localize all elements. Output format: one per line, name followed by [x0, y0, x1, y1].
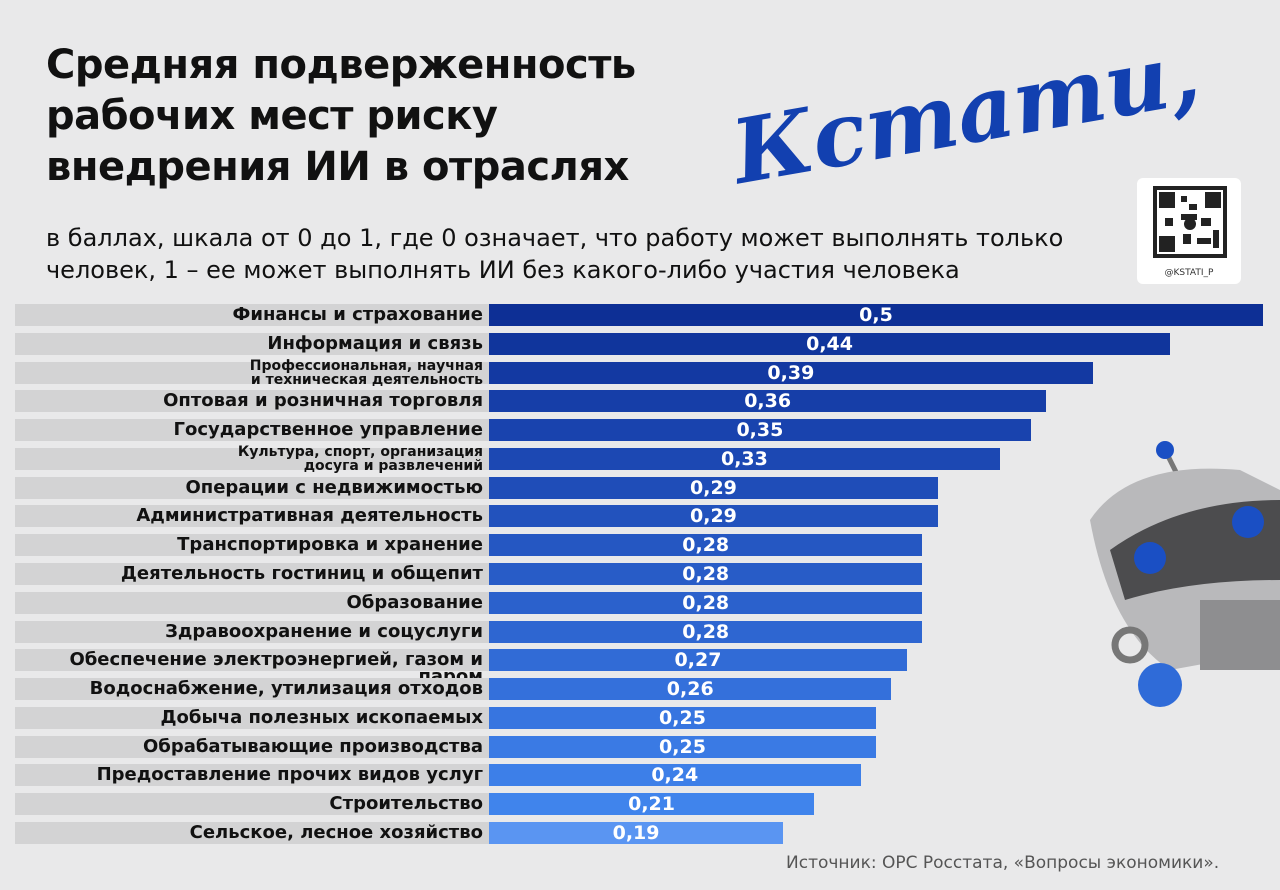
label-stripe	[15, 304, 489, 326]
category-label: Обеспечение электроэнергией, газом и пар…	[69, 649, 483, 688]
value-label: 0,26	[666, 678, 714, 701]
category-label: Транспортировка и хранение	[177, 534, 483, 556]
label-stripe	[15, 620, 489, 643]
label-stripe	[15, 563, 489, 586]
category-label: Культура, спорт, организация досуга и ра…	[237, 443, 483, 474]
label-stripe	[15, 678, 489, 701]
value-label: 0,36	[744, 390, 792, 413]
category-label: Финансы и страхование	[232, 304, 483, 325]
brand-logo: Кстати,	[724, 19, 1207, 205]
bar	[489, 620, 923, 643]
value-label: 0,28	[682, 591, 730, 614]
value-label: 0,39	[767, 361, 815, 384]
value-label: 0,28	[682, 620, 730, 643]
label-stripe	[15, 447, 489, 470]
qr-code	[1137, 178, 1241, 284]
bar	[489, 563, 923, 586]
category-label: Водоснабжение, утилизация отходов	[89, 678, 483, 700]
chart-subtitle: в баллах, шкала от 0 до 1, где 0 означае…	[46, 224, 1064, 284]
value-label: 0,21	[628, 793, 675, 816]
bar	[489, 447, 1000, 470]
value-label: 0,35	[736, 419, 784, 442]
bar	[489, 649, 907, 672]
value-label: 0,25	[659, 706, 706, 729]
bar	[489, 591, 923, 614]
category-label: Добыча полезных ископаемых	[160, 706, 483, 728]
label-stripe	[15, 332, 489, 355]
bar	[489, 822, 784, 845]
value-label: 0,28	[682, 563, 730, 586]
category-label: Обрабатывающие производства	[142, 735, 483, 757]
label-stripe	[15, 534, 489, 557]
category-label: Образование	[346, 591, 483, 613]
robot-illustration	[1090, 441, 1280, 707]
label-stripe	[15, 390, 489, 413]
bar	[489, 419, 1031, 442]
label-stripe	[15, 361, 489, 384]
bar	[489, 764, 861, 787]
label-stripe	[15, 793, 489, 816]
bar	[489, 390, 1047, 413]
category-label: Административная деятельность	[136, 505, 483, 527]
label-stripe	[15, 419, 489, 442]
bar	[489, 361, 1093, 384]
qr-label: @KSTATI_P	[1164, 268, 1214, 278]
value-label: 0,29	[690, 505, 737, 528]
label-stripe	[15, 476, 489, 499]
value-label: 0,29	[690, 476, 737, 499]
category-label: Операции с недвижимостью	[185, 476, 483, 498]
bar	[489, 793, 815, 816]
label-stripe	[15, 822, 489, 845]
source-note: Источник: ОРС Росстата, «Вопросы экономи…	[786, 853, 1220, 873]
value-label: 0,24	[651, 764, 699, 787]
value-label: 0,19	[612, 822, 660, 845]
label-stripe	[15, 505, 489, 528]
label-stripe	[15, 706, 489, 729]
bar	[489, 304, 1263, 326]
label-stripe	[15, 591, 489, 614]
value-label: 0,27	[674, 649, 722, 672]
category-label: Деятельность гостиниц и общепит	[120, 563, 483, 585]
category-label: Здравоохранение и соцуслуги	[165, 620, 483, 642]
value-label: 0,5	[859, 304, 893, 326]
value-label: 0,33	[720, 447, 768, 470]
bar	[489, 735, 876, 758]
bar	[489, 678, 892, 701]
category-label: Оптовая и розничная торговля	[163, 390, 483, 412]
category-label: Государственное управление	[173, 419, 483, 441]
category-label: Предоставление прочих видов услуг	[96, 764, 483, 786]
bar	[489, 505, 938, 528]
label-stripe	[15, 649, 489, 672]
chart-title: Средняя подверженность рабочих мест риск…	[46, 42, 636, 190]
category-label: Строительство	[329, 793, 483, 815]
category-label: Профессиональная, научная и техническая …	[249, 357, 483, 388]
value-label: 0,44	[806, 332, 853, 355]
value-label: 0,28	[682, 534, 730, 557]
category-label: Сельское, лесное хозяйство	[189, 822, 483, 844]
bar	[489, 706, 876, 729]
label-stripe	[15, 764, 489, 787]
bar	[489, 332, 1171, 355]
category-label: Информация и связь	[267, 332, 483, 354]
bar	[489, 476, 938, 499]
value-label: 0,25	[659, 735, 706, 758]
label-stripe	[15, 735, 489, 758]
bar	[489, 534, 923, 557]
